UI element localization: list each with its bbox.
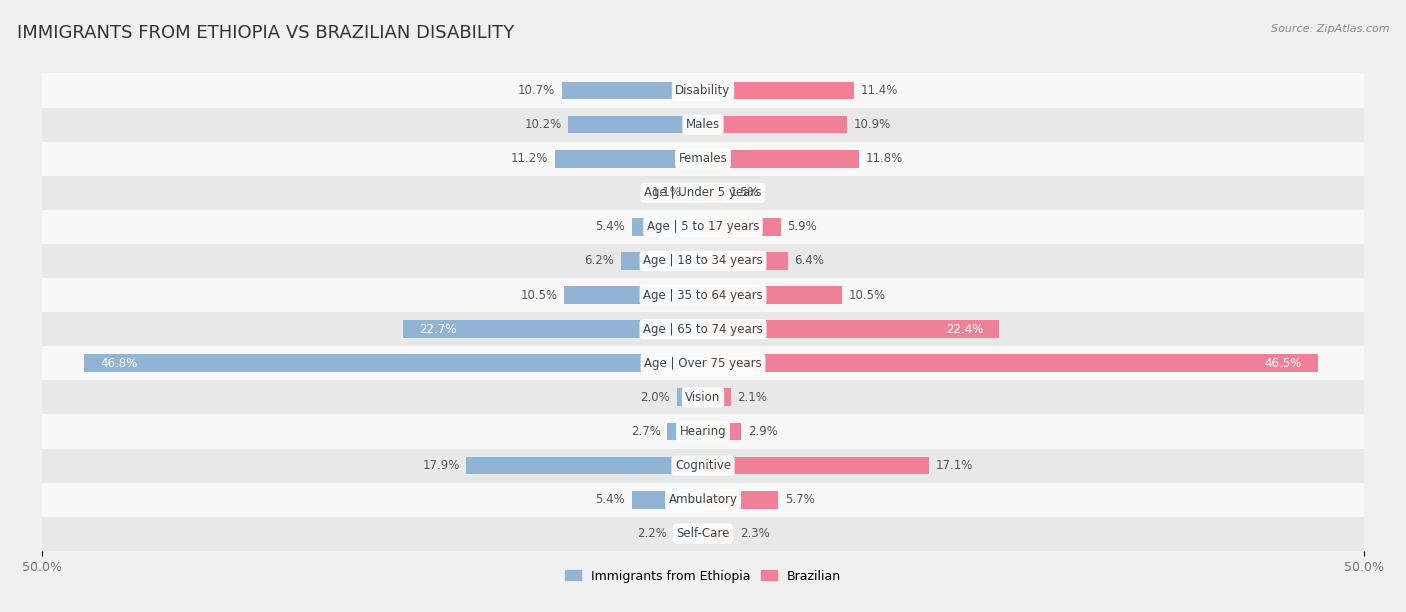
Bar bbox=[561, 81, 703, 99]
Text: Age | 18 to 34 years: Age | 18 to 34 years bbox=[643, 255, 763, 267]
Text: Males: Males bbox=[686, 118, 720, 131]
Text: 6.2%: 6.2% bbox=[585, 255, 614, 267]
Bar bbox=[703, 150, 859, 168]
Bar bbox=[42, 141, 1364, 176]
Bar bbox=[703, 423, 741, 440]
Bar bbox=[42, 346, 1364, 380]
Bar bbox=[689, 184, 703, 201]
Bar bbox=[703, 491, 779, 509]
Text: IMMIGRANTS FROM ETHIOPIA VS BRAZILIAN DISABILITY: IMMIGRANTS FROM ETHIOPIA VS BRAZILIAN DI… bbox=[17, 24, 515, 42]
Bar bbox=[703, 252, 787, 270]
Text: 17.9%: 17.9% bbox=[422, 459, 460, 472]
Text: Disability: Disability bbox=[675, 84, 731, 97]
Bar bbox=[568, 116, 703, 133]
Text: Age | Under 5 years: Age | Under 5 years bbox=[644, 186, 762, 200]
Text: 10.5%: 10.5% bbox=[848, 289, 886, 302]
Text: Source: ZipAtlas.com: Source: ZipAtlas.com bbox=[1271, 24, 1389, 34]
Bar bbox=[673, 525, 703, 543]
Text: 17.1%: 17.1% bbox=[935, 459, 973, 472]
Bar bbox=[703, 389, 731, 406]
Text: 11.2%: 11.2% bbox=[510, 152, 548, 165]
Text: 6.4%: 6.4% bbox=[794, 255, 824, 267]
Text: 11.4%: 11.4% bbox=[860, 84, 897, 97]
Bar bbox=[42, 108, 1364, 141]
Text: 5.4%: 5.4% bbox=[595, 220, 626, 233]
Bar bbox=[42, 176, 1364, 210]
Bar bbox=[703, 320, 1000, 338]
Text: Cognitive: Cognitive bbox=[675, 459, 731, 472]
Bar bbox=[703, 81, 853, 99]
Bar bbox=[84, 354, 703, 372]
Text: Females: Females bbox=[679, 152, 727, 165]
Bar bbox=[703, 457, 929, 474]
Bar bbox=[621, 252, 703, 270]
Text: Hearing: Hearing bbox=[679, 425, 727, 438]
Bar bbox=[631, 218, 703, 236]
Text: 22.4%: 22.4% bbox=[946, 323, 983, 335]
Bar bbox=[467, 457, 703, 474]
Text: Age | 5 to 17 years: Age | 5 to 17 years bbox=[647, 220, 759, 233]
Bar bbox=[42, 483, 1364, 517]
Bar bbox=[703, 354, 1317, 372]
Bar bbox=[42, 312, 1364, 346]
Bar bbox=[564, 286, 703, 304]
Bar bbox=[703, 525, 734, 543]
Text: 22.7%: 22.7% bbox=[419, 323, 456, 335]
Text: 2.2%: 2.2% bbox=[637, 528, 668, 540]
Text: Self-Care: Self-Care bbox=[676, 528, 730, 540]
Legend: Immigrants from Ethiopia, Brazilian: Immigrants from Ethiopia, Brazilian bbox=[560, 564, 846, 588]
Bar bbox=[42, 210, 1364, 244]
Text: Vision: Vision bbox=[685, 391, 721, 404]
Text: 10.7%: 10.7% bbox=[517, 84, 555, 97]
Bar bbox=[42, 278, 1364, 312]
Text: Age | 35 to 64 years: Age | 35 to 64 years bbox=[643, 289, 763, 302]
Bar bbox=[703, 116, 846, 133]
Text: Age | 65 to 74 years: Age | 65 to 74 years bbox=[643, 323, 763, 335]
Text: Ambulatory: Ambulatory bbox=[668, 493, 738, 506]
Text: 46.8%: 46.8% bbox=[100, 357, 138, 370]
Text: 1.5%: 1.5% bbox=[730, 186, 759, 200]
Text: 2.0%: 2.0% bbox=[640, 391, 669, 404]
Text: 10.5%: 10.5% bbox=[520, 289, 558, 302]
Text: 11.8%: 11.8% bbox=[866, 152, 903, 165]
Bar bbox=[676, 389, 703, 406]
Bar bbox=[631, 491, 703, 509]
Text: Age | Over 75 years: Age | Over 75 years bbox=[644, 357, 762, 370]
Text: 2.3%: 2.3% bbox=[740, 528, 769, 540]
Bar bbox=[555, 150, 703, 168]
Bar bbox=[404, 320, 703, 338]
Bar bbox=[42, 244, 1364, 278]
Text: 2.1%: 2.1% bbox=[737, 391, 768, 404]
Text: 5.4%: 5.4% bbox=[595, 493, 626, 506]
Text: 5.7%: 5.7% bbox=[785, 493, 814, 506]
Text: 10.9%: 10.9% bbox=[853, 118, 891, 131]
Bar bbox=[668, 423, 703, 440]
Text: 2.9%: 2.9% bbox=[748, 425, 778, 438]
Text: 1.1%: 1.1% bbox=[652, 186, 682, 200]
Bar bbox=[42, 414, 1364, 449]
Bar bbox=[703, 218, 780, 236]
Bar bbox=[42, 380, 1364, 414]
Bar bbox=[42, 73, 1364, 108]
Text: 2.7%: 2.7% bbox=[631, 425, 661, 438]
Text: 46.5%: 46.5% bbox=[1264, 357, 1302, 370]
Text: 10.2%: 10.2% bbox=[524, 118, 561, 131]
Bar bbox=[703, 184, 723, 201]
Bar bbox=[703, 286, 842, 304]
Bar bbox=[42, 517, 1364, 551]
Text: 5.9%: 5.9% bbox=[787, 220, 817, 233]
Bar bbox=[42, 449, 1364, 483]
